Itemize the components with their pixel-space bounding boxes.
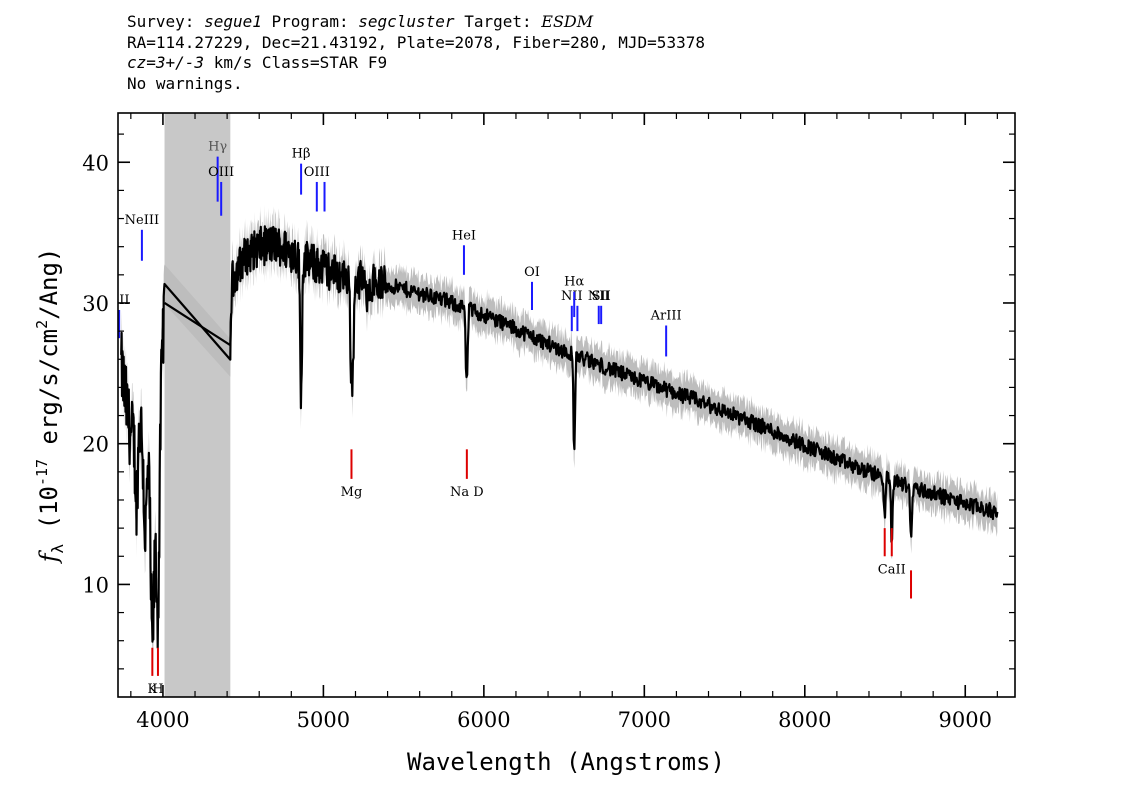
y-tick-label: 30 [82, 292, 109, 316]
x-axis-label: Wavelength (Angstroms) [407, 748, 725, 776]
emission-line-label: OII [109, 293, 130, 308]
header-line-survey: Survey: segue1 Program: segcluster Targe… [127, 12, 705, 33]
absorption-line-label: Mg [341, 485, 363, 500]
emission-line-label: SII [592, 289, 611, 304]
header-line-warnings: No warnings. [127, 73, 243, 93]
y-label-mid: erg/s/cm [35, 329, 63, 459]
y-tick-label: 20 [82, 433, 109, 457]
absorption-line-label: Na D [450, 485, 484, 500]
spectrum-header: Survey: segue1 Program: segcluster Targe… [127, 12, 705, 94]
x-tick-label: 4000 [136, 708, 189, 732]
emission-line-label: OI [524, 265, 540, 280]
header-line-coordinates: RA=114.27229, Dec=21.43192, Plate=2078, … [127, 32, 705, 52]
x-tick-label: 5000 [297, 708, 350, 732]
y-label-sup2: 2 [33, 320, 51, 329]
survey-value: segue1 [204, 12, 262, 31]
emission-line-label: OIII [208, 165, 234, 180]
tick-labels: 4000 5000 6000 7000 8000 9000 10 20 30 40 [82, 151, 992, 732]
y-label-sub: λ [48, 543, 67, 553]
y-tick-label: 10 [82, 573, 109, 597]
axis-ticks [118, 113, 1015, 697]
emission-line-label: NII [561, 289, 583, 304]
program-value: segcluster [358, 12, 455, 31]
spectrum-bridge [163, 302, 233, 348]
emission-line-label: NII [588, 289, 610, 304]
masked-region-box [164, 113, 231, 697]
target-value: ESDM [541, 12, 594, 31]
absorption-line-label: K [147, 682, 157, 697]
error-band-area [121, 204, 998, 672]
spectrum-path [120, 225, 999, 649]
class-value: km/s Class=STAR F9 [204, 53, 388, 72]
absorption-line-label: CaII [878, 562, 906, 577]
redshift-value: cz=3+/-3 [127, 53, 205, 72]
masked-region [164, 113, 231, 697]
emission-line-markers: OIINeIIIHγOIIIHβOIIIHeIOINIIHαNIISIIArII… [109, 140, 682, 357]
x-tick-label: 9000 [939, 708, 992, 732]
emission-line-label: HeI [452, 228, 476, 243]
emission-line-label: NeIII [125, 213, 159, 228]
survey-label: Survey: [127, 12, 195, 31]
error-band [121, 204, 998, 672]
x-tick-label: 8000 [778, 708, 831, 732]
target-label: Target: [464, 12, 532, 31]
absorption-line-markers: KH Mg Na D CaII [147, 449, 913, 697]
x-tick-label: 7000 [618, 708, 671, 732]
emission-line-label: ArIII [650, 308, 682, 323]
y-label-pre: (10 [35, 486, 63, 544]
emission-line-label: Hγ [208, 140, 227, 155]
x-tick-label: 6000 [457, 708, 510, 732]
y-label-post: /Ang) [35, 248, 63, 320]
emission-line-label: Hβ [292, 147, 311, 162]
spectrum-line [120, 225, 999, 649]
y-tick-label: 40 [82, 151, 109, 175]
header-line-redshift: cz=3+/-3 km/s Class=STAR F9 [127, 53, 705, 74]
plot-frame [117, 112, 1016, 698]
program-label: Program: [271, 12, 349, 31]
emission-line-label: Hα [564, 275, 584, 290]
absorption-line-label: H [152, 682, 163, 697]
emission-line-label: OIII [304, 165, 330, 180]
y-label-sup1: -17 [33, 459, 51, 486]
y-axis-label: fλ (10-17 erg/s/cm2/Ang) [33, 248, 67, 565]
